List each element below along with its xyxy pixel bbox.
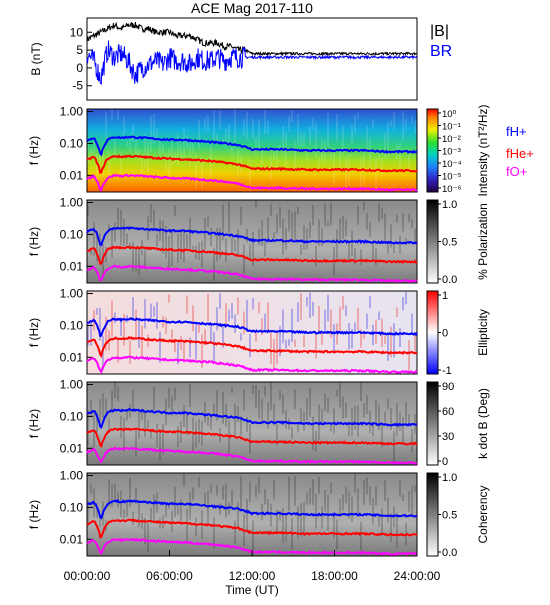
colorbar-tick-label: 0.5 [442,510,457,522]
colorbar-tick-label: 0 [442,328,448,340]
freq-tick-label: 0.01 [60,532,84,546]
gyro-line-o [86,173,418,192]
colorbar-tick-label: 0.0 [442,547,457,559]
line-panel-ytick-label: 5 [76,43,83,57]
spectrogram-texture [87,291,416,375]
freq-tick-label: 0.10 [60,318,84,332]
legend-entry-o: fO+ [506,164,527,179]
gyro-line-h [86,498,418,520]
gyro-line-o [86,355,418,374]
spectrogram-frame [86,108,418,193]
legend-entry-babs: |B| [430,23,449,40]
colorbar-label: Intensity (nT²/Hz) [476,104,490,196]
line-panel: B (nT) |B| BR 10 5 0 -5 [29,17,452,101]
colorbar-tick-label: 1.0 [442,199,457,211]
colorbar-tick-label: 10⁻¹ [442,122,461,133]
freq-tick-label: 1.00 [60,469,84,483]
colorbar-label: % Polarization [476,203,490,280]
colorbar [426,199,439,284]
gyro-line-h [86,135,418,157]
spectrogram-panel-ellipticity: f (Hz) 1.00 0.10 0.01 1 0 -1 Ellipticity [27,287,490,377]
gyro-line-he [86,154,418,174]
colorbar-tick-label: 90 [442,381,454,393]
gyro-line-he [86,336,418,359]
colorbar-tick-label: 10⁻⁴ [442,159,462,170]
gyro-line-h [86,408,418,429]
spectrogram-panel-intensity: f (Hz) 1.00 0.10 0.01 10⁰ 10⁻¹10⁻² 10⁻³10⁻⁴ 10⁻… [27,104,534,196]
freq-tick-label: 1.00 [60,287,84,301]
gyro-line-o [86,264,418,284]
freq-tick-label: 0.01 [60,259,84,273]
freq-tick-label: 0.10 [60,227,84,241]
legend-entry-he: fHe+ [506,146,534,161]
colorbar-tick-label: 0.0 [442,274,457,286]
colorbar [426,290,439,375]
colorbar-label: Coherency [476,485,490,543]
spectrogram-panel-coherency: f (Hz) 1.00 0.10 0.01 1.0 0.5 0.0 Coherency [27,469,490,559]
colorbar [426,108,439,193]
gyro-line-o [86,446,418,465]
colorbar-tick-label: 10⁻² [442,134,461,145]
colorbar-label: k dot B (Deg) [476,388,490,459]
x-tick-label: 18:00:00 [311,569,358,583]
freq-tick-label: 0.10 [60,409,84,423]
gyro-line-h [86,226,418,247]
line-panel-ylabel: B (nT) [29,42,43,75]
freq-tick-label: 0.01 [60,350,84,364]
line-panel-ytick-label: -5 [72,79,83,93]
colorbar-label: Ellipticity [476,309,490,356]
freq-tick-label: 1.00 [60,196,84,210]
freq-tick-label: 0.10 [60,500,84,514]
spectrogram-frame [86,199,418,284]
colorbar-tick-label: 60 [442,406,454,418]
series-line-br [86,40,418,86]
colorbar-tick-label: 0 [442,456,448,468]
line-panel-ytick-label: 0 [76,61,83,75]
freq-tick-label: 1.00 [60,378,84,392]
colorbar-tick-label: 1 [442,290,448,302]
x-tick-label: 06:00:00 [146,569,193,583]
colorbar-tick-label: 10⁰ [442,109,457,120]
gyro-line-he [86,245,418,265]
freq-tick-label: 0.10 [60,136,84,150]
legend-entry-h: fH+ [506,124,527,139]
line-panel-ytick-label: 10 [70,25,84,39]
x-tick-label: 24:00:00 [394,569,441,583]
colorbar [426,381,439,466]
freq-axis-label: f (Hz) [27,318,41,347]
freq-tick-label: 0.01 [60,168,84,182]
colorbar-tick-label: 10⁻³ [442,147,461,158]
colorbar-tick-label: 1.0 [442,472,457,484]
colorbar-tick-label: 0.5 [442,237,457,249]
freq-axis-label: f (Hz) [27,227,41,256]
series-line-babs [86,21,418,57]
freq-axis-label: f (Hz) [27,409,41,438]
spectrogram-panel-kdotb: f (Hz) 1.00 0.10 0.01 90 60 30 0 k dot B (Deg) [27,378,490,468]
colorbar-tick-label: -1 [442,365,452,377]
x-tick-label: 12:00:00 [229,569,276,583]
colorbar-tick-label: 10⁻⁵ [442,172,462,183]
x-tick-label: 00:00:00 [64,569,111,583]
colorbar [426,472,439,557]
legend-entry-br: BR [430,43,452,60]
spectrogram-panel-polarization: f (Hz) 1.00 0.10 0.01 1.0 0.5 0.0 % Polarizatio… [27,196,490,286]
freq-axis-label: f (Hz) [27,500,41,529]
colorbar-tick-label: 30 [442,431,454,443]
chart-title: ACE Mag 2017-110 [191,0,313,16]
spectrogram-frame [86,381,418,466]
gyro-line-he [86,427,418,448]
gyro-line-he [86,518,418,539]
freq-tick-label: 0.01 [60,441,84,455]
freq-axis-label: f (Hz) [27,136,41,165]
spectrogram-frame [86,290,418,375]
freq-tick-label: 1.00 [60,105,84,119]
colorbar-tick-label: 10⁻⁶ [442,184,462,195]
x-axis-label: Time (UT) [225,583,279,597]
gyro-line-h [86,317,418,337]
